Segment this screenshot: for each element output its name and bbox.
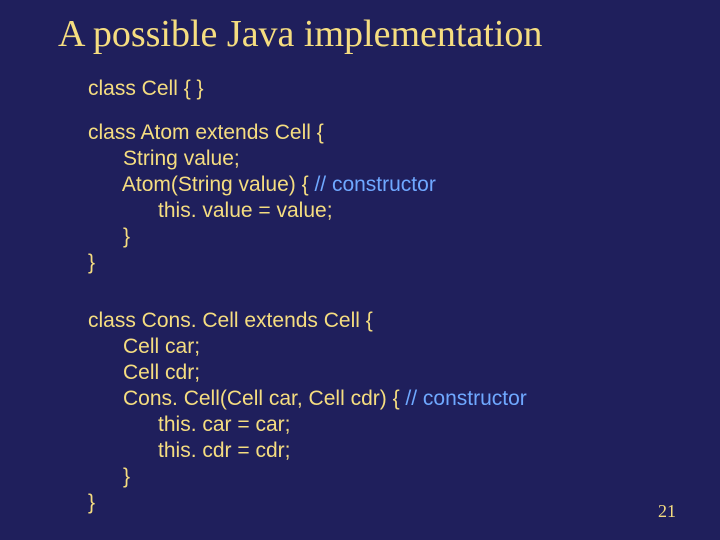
slide-title: A possible Java implementation xyxy=(58,12,542,56)
page-number: 21 xyxy=(658,501,676,522)
code-block-cell: class Cell { } xyxy=(88,76,204,102)
code-line: class Cell { } xyxy=(88,77,204,100)
code-line: this. value = value; xyxy=(88,199,333,222)
code-block-atom: class Atom extends Cell { String value; … xyxy=(88,120,436,276)
code-block-conscell: class Cons. Cell extends Cell { Cell car… xyxy=(88,308,527,516)
code-line: Cell cdr; xyxy=(88,361,200,384)
code-line: } xyxy=(88,251,95,274)
code-line: } xyxy=(88,491,95,514)
code-line: } xyxy=(88,225,130,248)
code-line: Cell car; xyxy=(88,335,200,358)
code-comment: // constructor xyxy=(405,387,526,410)
code-line: this. cdr = cdr; xyxy=(88,439,290,462)
code-line: class Cons. Cell extends Cell { xyxy=(88,309,373,332)
code-line: } xyxy=(88,465,130,488)
code-line: String value; xyxy=(88,147,240,170)
code-line: class Atom extends Cell { xyxy=(88,121,324,144)
code-line: Atom(String value) { xyxy=(88,173,314,196)
code-comment: // constructor xyxy=(314,173,435,196)
code-line: this. car = car; xyxy=(88,413,290,436)
code-line: Cons. Cell(Cell car, Cell cdr) { xyxy=(88,387,405,410)
